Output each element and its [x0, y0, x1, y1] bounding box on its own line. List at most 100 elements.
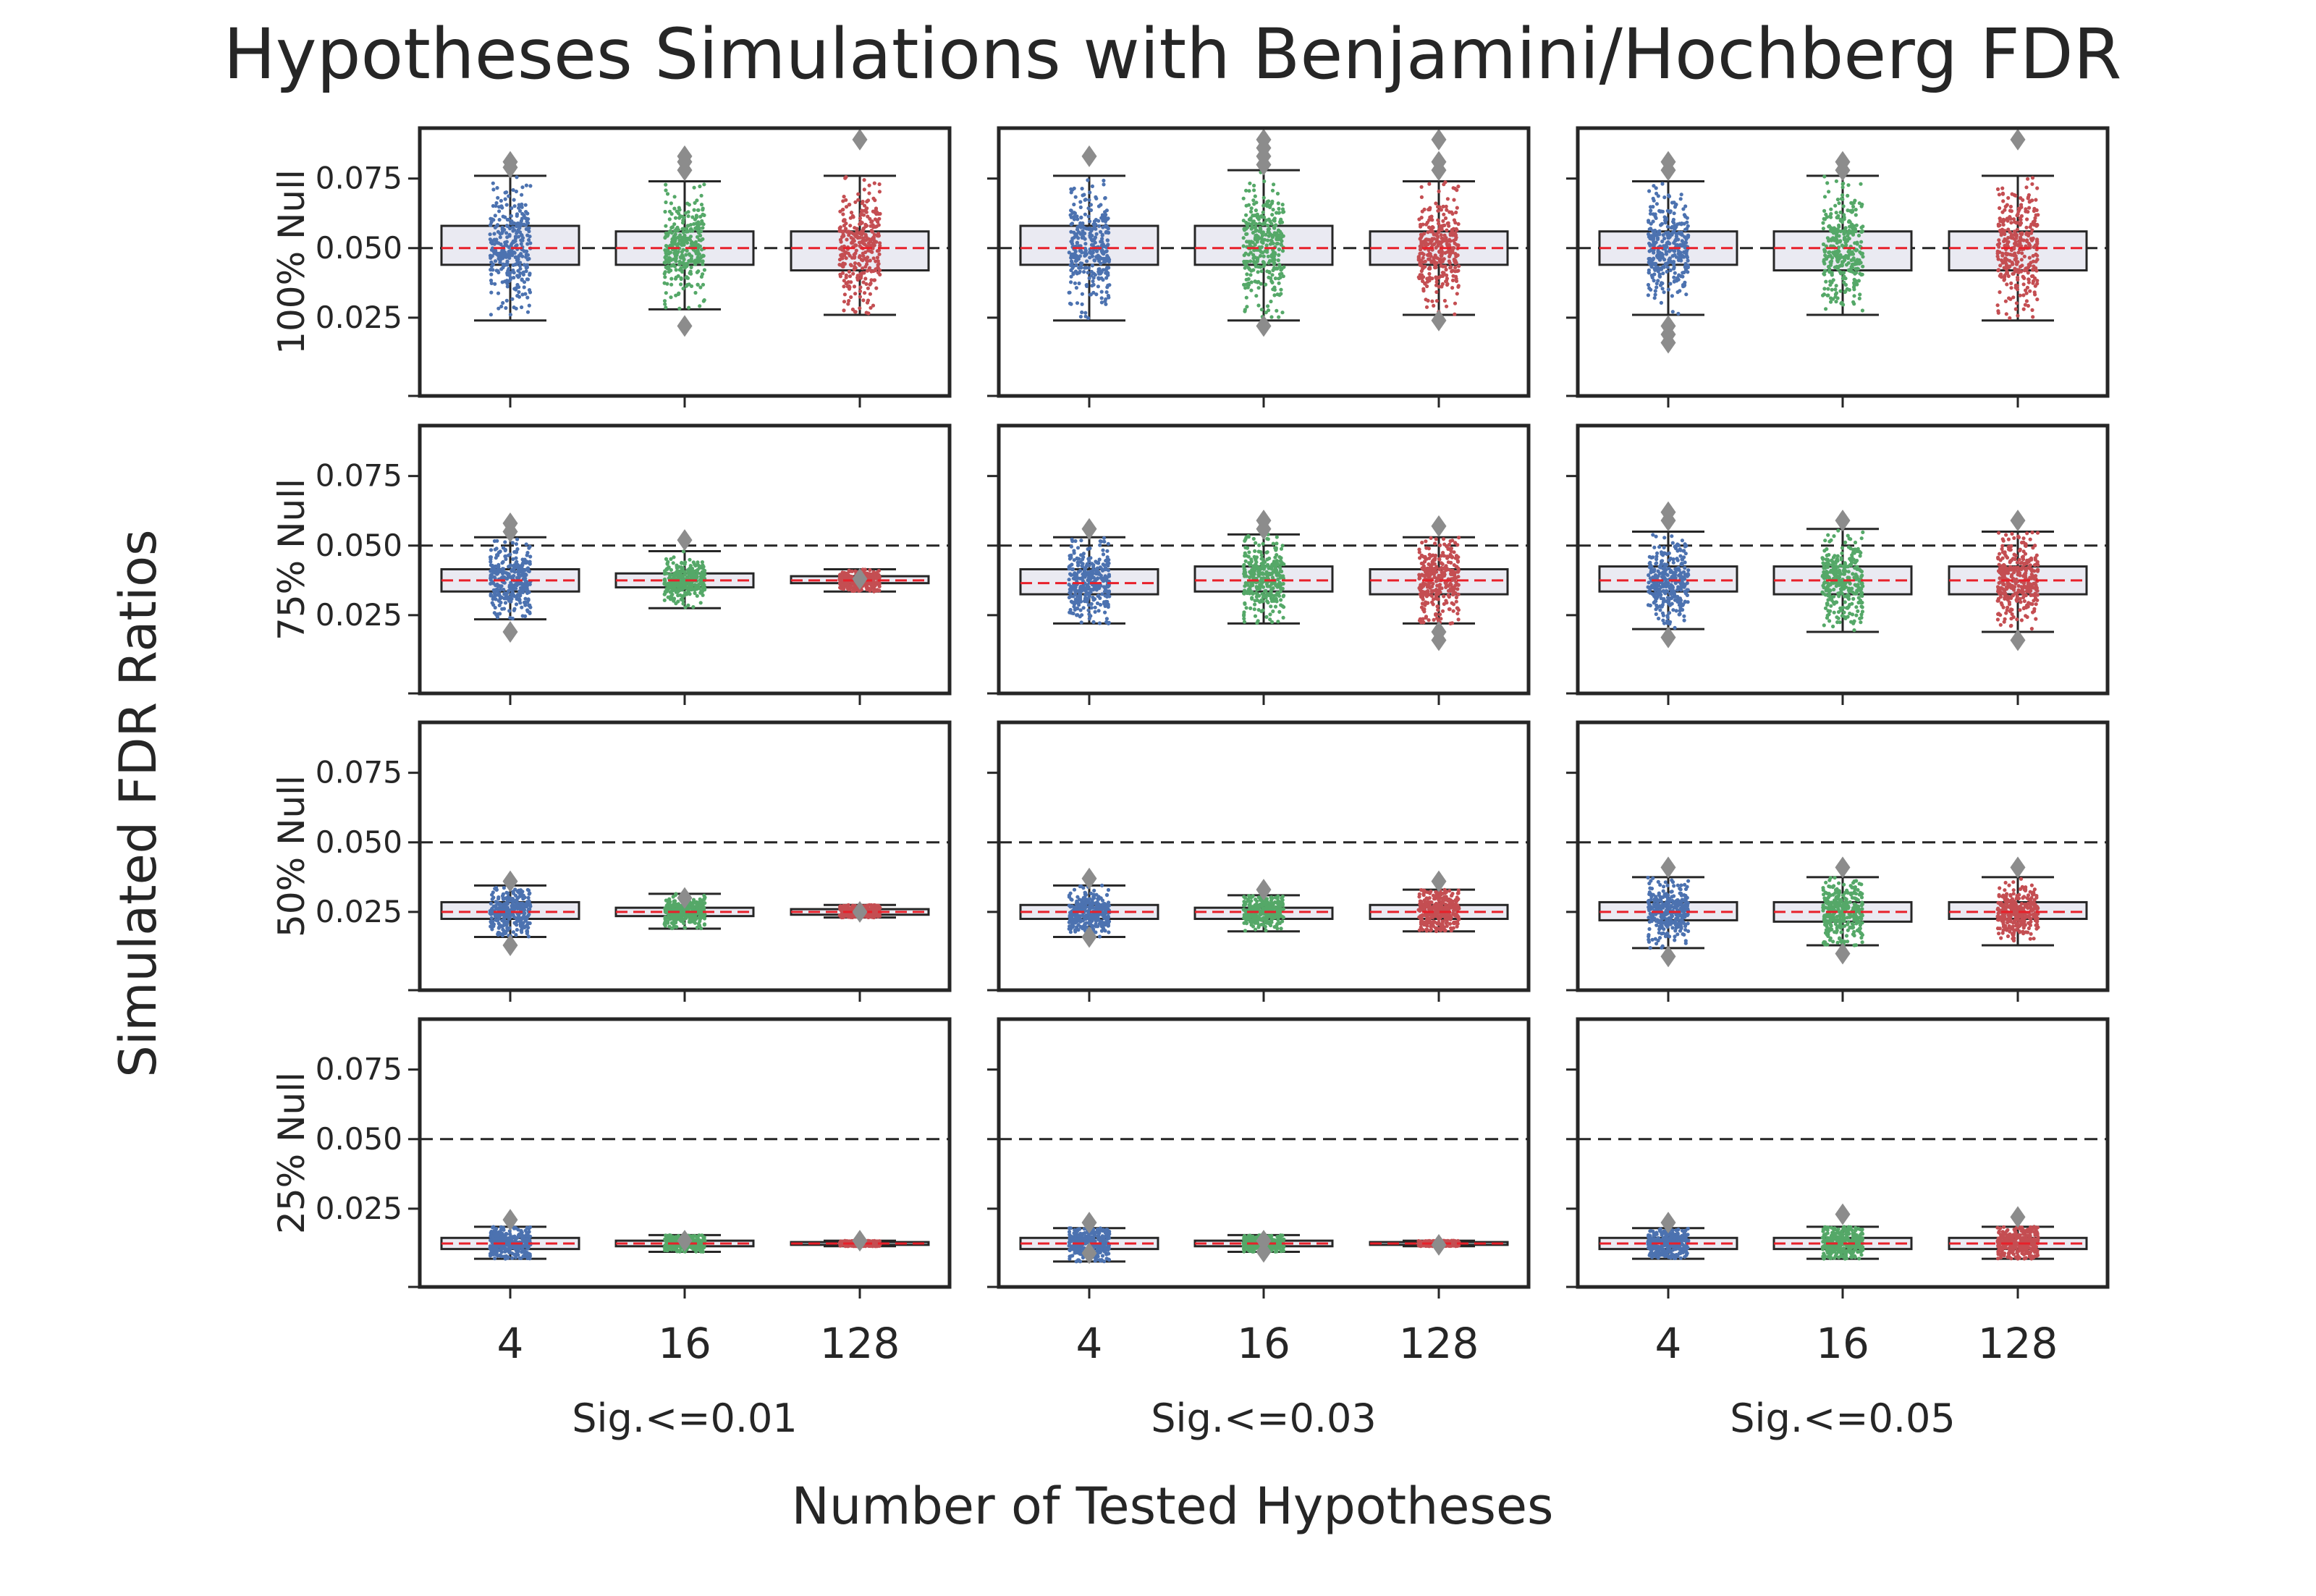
strip-point — [521, 591, 525, 594]
strip-point — [1271, 609, 1275, 613]
y-tick-label: 0.025 — [316, 597, 402, 633]
strip-point — [1853, 241, 1856, 245]
strip-point — [696, 226, 699, 229]
strip-point — [2022, 308, 2026, 311]
strip-point — [1418, 258, 1421, 261]
strip-point — [1248, 182, 1251, 185]
strip-point — [1861, 265, 1864, 269]
strip-point — [1452, 550, 1455, 554]
strip-point — [1251, 231, 1255, 235]
strip-point — [689, 235, 693, 238]
strip-point — [512, 607, 516, 611]
strip-point — [1102, 562, 1105, 566]
strip-point — [855, 276, 859, 279]
strip-point — [1455, 600, 1458, 604]
strip-point — [2008, 230, 2012, 234]
strip-point — [1445, 305, 1448, 308]
strip-point — [504, 601, 507, 604]
strip-point — [1652, 279, 1656, 282]
strip-point — [527, 257, 531, 261]
strip-point — [2001, 199, 2005, 203]
strip-point — [858, 306, 861, 310]
strip-point — [678, 583, 682, 586]
strip-point — [850, 211, 853, 214]
strip-point — [1844, 255, 1848, 258]
strip-point — [2032, 279, 2035, 283]
strip-point — [511, 557, 515, 561]
strip-point — [1424, 570, 1427, 574]
strip-point — [1424, 260, 1427, 263]
strip-point — [526, 221, 530, 225]
strip-point — [515, 243, 519, 247]
strip-point — [1452, 239, 1455, 242]
strip-point — [696, 560, 699, 564]
strip-point — [1442, 213, 1445, 216]
strip-point — [1102, 552, 1105, 556]
strip-point — [1450, 621, 1454, 625]
strip-point — [1674, 225, 1678, 229]
strip-point — [1453, 313, 1456, 316]
strip-point — [864, 233, 868, 237]
strip-point — [1823, 253, 1827, 257]
strip-point — [1661, 210, 1665, 214]
strip-point — [1107, 573, 1111, 576]
strip-point — [1278, 272, 1282, 276]
strip-point — [1266, 224, 1269, 227]
strip-point — [700, 203, 703, 206]
strip-point — [1076, 563, 1080, 567]
strip-point — [1099, 565, 1102, 569]
strip-point — [672, 596, 676, 600]
strip-point — [682, 216, 686, 219]
strip-point — [1841, 185, 1845, 189]
strip-point — [2032, 237, 2035, 240]
strip-point — [1275, 267, 1279, 271]
strip-point — [2006, 236, 2010, 240]
strip-point — [2025, 292, 2029, 295]
strip-point — [1281, 203, 1285, 206]
strip-point — [1244, 560, 1248, 563]
strip-point — [1417, 573, 1421, 577]
strip-point — [1073, 282, 1077, 285]
strip-point — [1264, 615, 1268, 619]
strip-point — [1074, 195, 1078, 199]
strip-point — [1844, 283, 1848, 287]
strip-point — [1091, 563, 1095, 567]
strip-point — [493, 575, 496, 579]
strip-point — [1256, 594, 1259, 597]
strip-point — [2004, 205, 2008, 208]
strip-point — [1434, 554, 1437, 557]
strip-point — [677, 206, 681, 210]
strip-point — [528, 304, 531, 308]
strip-point — [1422, 609, 1426, 613]
strip-point — [1102, 182, 1105, 186]
strip-point — [1247, 253, 1251, 256]
strip-point — [492, 232, 496, 235]
strip-point — [1279, 268, 1282, 271]
strip-point — [1107, 568, 1110, 572]
strip-point — [510, 569, 514, 573]
strip-point — [1437, 228, 1441, 232]
strip-point — [1665, 262, 1669, 266]
strip-point — [2026, 177, 2029, 181]
strip-point — [1432, 573, 1436, 576]
strip-point — [855, 229, 858, 233]
strip-point — [526, 311, 530, 314]
strip-point — [517, 295, 521, 299]
strip-point — [1249, 289, 1253, 292]
strip-point — [861, 254, 865, 258]
strip-point — [1446, 547, 1450, 551]
strip-point — [663, 579, 667, 583]
strip-point — [2005, 267, 2008, 271]
strip-point — [2002, 218, 2006, 221]
strip-point — [1673, 271, 1677, 275]
strip-point — [1095, 250, 1099, 253]
strip-point — [1091, 598, 1095, 601]
strip-point — [1428, 586, 1432, 590]
strip-point — [1255, 621, 1259, 625]
strip-point — [515, 283, 519, 287]
strip-point — [675, 226, 679, 229]
strip-point — [2001, 192, 2005, 195]
strip-point — [1861, 255, 1864, 258]
strip-point — [499, 305, 503, 308]
strip-point — [510, 297, 514, 301]
